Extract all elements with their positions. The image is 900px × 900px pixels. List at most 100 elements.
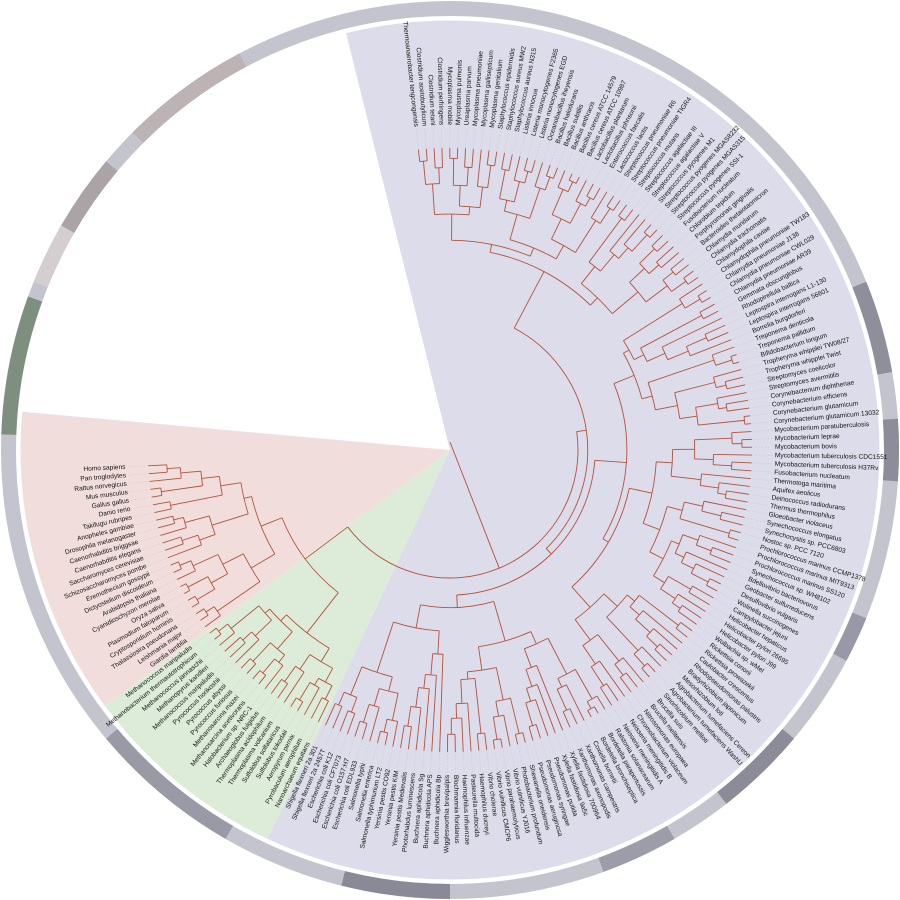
tree-branch [602,538,609,543]
tree-branch [709,578,721,585]
tree-branch [677,611,697,625]
tree-branch [571,586,591,608]
tree-arc [217,554,229,574]
tree-branch [743,415,751,417]
tree-arc [711,354,717,366]
tree-branch [487,165,492,188]
tree-branch [622,657,644,683]
tree-branch [513,156,521,181]
tree-arc [719,512,723,520]
tree-arc [218,476,223,496]
tree-branch [152,501,170,506]
tree-branch [686,337,707,347]
tree-arc [713,377,717,388]
leaf-guide [693,258,711,272]
leaf-guide [721,308,741,319]
taxon-label: Clostridium tetani [426,74,436,126]
tree-branch [501,152,506,170]
tree-branch [679,415,698,419]
tree-branch [683,270,694,279]
tree-branch [173,568,182,573]
tree-branch [495,667,504,700]
tree-branch [660,588,676,599]
tree-branch [631,234,648,252]
tree-branch [725,376,744,383]
leaf-guide [161,586,181,597]
tree-arc [258,605,272,621]
leaf-guide [713,597,732,609]
tree-branch [662,271,674,281]
tree-arc [251,631,260,640]
tree-arc [270,642,285,656]
tree-branch [633,354,645,360]
tree-branch [544,176,551,191]
leaf-guide [332,731,341,751]
leaf-guide [372,743,378,764]
tree-branch [277,683,289,699]
tree-branch [679,518,730,534]
tree-arc [434,213,470,216]
tree-branch [730,354,737,357]
tree-branch [148,471,168,475]
leaf-guide [730,562,750,571]
taxon-label: Mycoplasma mobile [446,67,453,126]
tree-branch [277,631,293,650]
tree-branch [726,384,745,390]
leaf-guide [145,550,166,558]
tree-branch [525,702,534,726]
tree-branch [525,669,533,687]
tree-arc [551,238,576,253]
taxon-label: Mycoplasma pulmonis [455,59,464,125]
tree-arc [730,356,734,364]
tree-branch [701,510,722,517]
leaf-guide [576,723,587,744]
tree-branch [514,734,519,745]
tree-branch [471,148,474,168]
tree-branch [671,280,687,292]
tree-branch [679,283,703,300]
leaf-guide [517,744,523,765]
tree-branch [466,671,469,680]
tree-branch [545,548,552,555]
tree-branch [179,560,192,566]
tree-arc [514,179,525,184]
tree-arc [281,517,339,594]
tree-branch [161,485,203,493]
tree-branch [509,214,518,240]
tree-branch [670,258,684,270]
tree-branch [242,631,252,641]
leaf-guide [413,750,417,771]
tree-arc [286,614,330,649]
tree-branches [148,147,752,752]
tree-branch [686,551,728,571]
leaf-guide [686,636,704,651]
tree-branch [522,732,526,743]
tree-branch [149,477,182,482]
tree-branch [310,697,323,719]
tree-branch [363,704,370,723]
tree-arc [309,654,333,669]
taxon-label: Pan troglodytes [80,472,127,483]
leaf-guide [751,462,773,465]
leaf-guide [154,572,174,582]
leaf-guide [667,226,684,242]
tree-branch [392,721,399,747]
tree-branch [407,726,412,750]
taxon-label: Pasteurella multocida [469,774,480,838]
leaf-guide [488,129,492,151]
tree-arc [724,381,728,389]
ring-segment [717,728,794,804]
tree-branch [612,200,621,211]
tree-branch [526,688,532,702]
tree-branch [721,511,745,518]
tree-branch [535,699,549,736]
tree-branch [709,553,731,563]
tree-arc [425,673,437,676]
tree-branch [716,384,727,388]
tree-branch [235,639,260,664]
tree-branch [623,349,630,354]
tree-arc [478,631,532,648]
tree-arc [460,678,476,681]
tree-branch [551,189,564,215]
tree-arc [359,720,368,724]
